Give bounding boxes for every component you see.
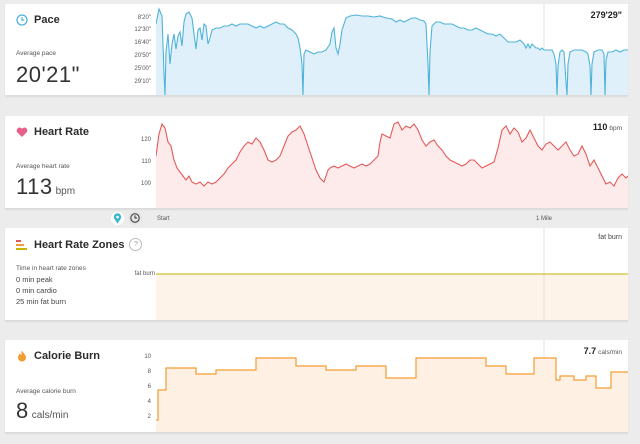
calorie-avg-value: 8 <box>16 398 29 423</box>
calorie-chart[interactable]: 7.7 cals/min <box>156 340 628 432</box>
calorie-y-tick: 8 <box>147 369 151 375</box>
pace-title-text: Pace <box>34 14 60 26</box>
calorie-y-tick: 6 <box>147 384 151 390</box>
heart-rate-zones-card: Heart Rate Zones ? Time in heart rate zo… <box>5 228 628 321</box>
heart-rate-title: Heart Rate <box>16 126 89 138</box>
calorie-area <box>156 358 628 432</box>
calorie-y-tick: 10 <box>144 354 151 360</box>
zones-breakdown: Time in heart rate zones 0 min peak 0 mi… <box>16 263 86 307</box>
heart-rate-y-tick: 100 <box>140 181 151 187</box>
pace-y-tick: 8'20" <box>137 15 151 21</box>
heart-rate-card: Heart Rate Average heart rate 113 bpm 120… <box>5 116 628 209</box>
zones-title-text: Heart Rate Zones <box>34 238 125 251</box>
heart-rate-y-tick: 120 <box>140 137 151 143</box>
zones-line-label: fat burn <box>134 271 155 277</box>
calorie-y-tick: 4 <box>147 399 151 405</box>
heart-rate-chart[interactable]: 110 bpm <box>156 116 628 208</box>
calorie-avg-unit: cals/min <box>31 410 69 421</box>
pace-chart[interactable]: 279'29" <box>156 4 628 95</box>
calorie-corner-unit: cals/min <box>598 349 622 356</box>
calorie-title-text: Calorie Burn <box>34 350 101 362</box>
pace-summary: Pace Average pace 20'21" <box>5 4 156 95</box>
clock-icon <box>130 213 140 223</box>
axis-mile-label: 1 Mile <box>536 216 553 222</box>
pace-y-tick: 16'40" <box>134 40 151 46</box>
axis-start-label: Start <box>157 216 170 222</box>
zones-fat-burn: 25 min fat burn <box>16 297 67 306</box>
pace-y-tick: 29'10" <box>134 79 151 85</box>
zones-help-icon[interactable]: ? <box>129 238 143 251</box>
pace-area <box>156 9 628 95</box>
pace-title: Pace <box>16 14 60 26</box>
zones-cardio: 0 min cardio <box>16 286 57 295</box>
heart-rate-area <box>156 122 628 208</box>
zones-peak: 0 min peak <box>16 275 53 284</box>
heart-rate-avg-unit: bpm <box>55 186 76 197</box>
pace-line <box>156 7 628 95</box>
heart-rate-corner-unit: bpm <box>609 125 622 132</box>
heart-rate-line <box>156 121 628 187</box>
clock-icon <box>16 14 28 26</box>
zones-summary: Heart Rate Zones ? Time in heart rate zo… <box>5 228 156 320</box>
heart-rate-y-axis: 120 110 100 <box>115 116 155 208</box>
heart-rate-summary: Heart Rate Average heart rate 113 bpm <box>5 116 156 208</box>
calorie-line <box>156 357 628 421</box>
heart-icon <box>16 126 28 138</box>
pace-corner-value: 279'29" <box>590 10 622 20</box>
calorie-summary: Calorie Burn Average calorie burn 8 cals/… <box>5 340 156 432</box>
pace-chart-svg <box>156 4 628 95</box>
heart-rate-avg-label: Average heart rate <box>16 163 70 170</box>
pace-avg-value: 20'21" <box>16 62 80 87</box>
pace-avg-label: Average pace <box>16 50 56 57</box>
calorie-title: Calorie Burn <box>16 350 100 362</box>
pace-y-tick: 25'00" <box>134 66 151 72</box>
pace-y-axis: 8'20" 12'30" 16'40" 20'50" 25'00" 29'10" <box>115 4 155 95</box>
calorie-y-tick: 2 <box>147 414 151 420</box>
heart-rate-avg-value: 113 <box>16 174 53 199</box>
zones-title: Heart Rate Zones ? <box>16 238 143 251</box>
location-pin-icon <box>113 213 122 224</box>
zones-chart-svg <box>156 228 628 320</box>
calorie-avg: 8 cals/min <box>16 398 68 424</box>
map-toggle-button[interactable] <box>111 212 124 225</box>
zones-corner-value: fat burn <box>598 234 622 241</box>
time-toggle-button[interactable] <box>128 211 142 225</box>
zones-chart[interactable]: fat burn <box>156 228 628 320</box>
calorie-y-axis: 10 8 6 4 2 <box>115 340 155 432</box>
calorie-avg-label: Average calorie burn <box>16 388 76 395</box>
calorie-chart-svg <box>156 340 628 432</box>
flame-icon <box>16 350 28 362</box>
pace-y-tick: 12'30" <box>134 27 151 33</box>
heart-rate-corner-value: 110 <box>592 122 608 132</box>
heart-rate-y-tick: 110 <box>141 159 151 165</box>
calorie-corner-value: 7.7 <box>583 346 597 356</box>
zones-bars-icon <box>16 239 28 251</box>
heart-rate-corner: 110 bpm <box>593 122 622 132</box>
calorie-corner: 7.7 cals/min <box>584 346 622 356</box>
zones-time-label: Time in heart rate zones <box>16 265 86 272</box>
distance-axis: Start 1 Mile <box>5 210 628 228</box>
heart-rate-avg: 113 bpm <box>16 174 75 200</box>
calorie-burn-card: Calorie Burn Average calorie burn 8 cals/… <box>5 340 628 433</box>
heart-rate-title-text: Heart Rate <box>34 126 90 138</box>
pace-y-tick: 20'50" <box>134 53 151 59</box>
pace-card: Pace Average pace 20'21" 8'20" 12'30" 16… <box>5 4 628 96</box>
heart-rate-chart-svg <box>156 116 628 208</box>
